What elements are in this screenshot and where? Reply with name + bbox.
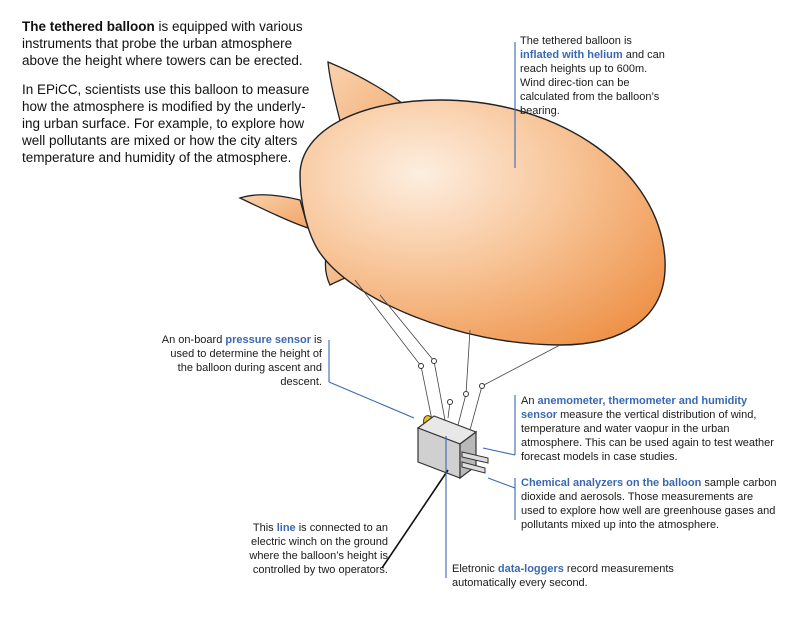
helium-post: and can reach heights up to 600m. Wind d… — [520, 49, 665, 117]
line-pre: This — [252, 522, 277, 534]
helium-highlight: inflated with helium — [520, 49, 623, 61]
anemometer-post: measure the vertical distribution of win… — [521, 409, 774, 463]
line-highlight: line — [276, 522, 296, 534]
intro-text: The tethered balloon is equipped with va… — [22, 18, 322, 178]
pressure-highlight: pressure sensor — [225, 334, 311, 346]
intro-paragraph-2: In EPiCC, scientists use this balloon to… — [22, 82, 310, 165]
line-post: is connected to an electric winch on the… — [249, 522, 388, 576]
intro-title: The tethered balloon — [22, 19, 155, 34]
loggers-pre: Eletronic — [452, 563, 498, 575]
balloon-left-fin — [238, 194, 309, 230]
leader-lines — [328, 42, 516, 578]
helium-pre: The tethered balloon is — [520, 35, 632, 47]
anemometer-highlight: anemometer, thermometer and humidity sen… — [521, 395, 748, 421]
tether-lines — [354, 279, 561, 431]
pressure-pre: An on-board — [161, 334, 226, 346]
loggers-highlight: data-loggers — [497, 563, 564, 575]
anemometer-note: An anemometer, thermometer and humidity … — [521, 394, 776, 464]
pressure-note: An on-board pressure sensor is used to d… — [160, 333, 322, 389]
pressure-post: is used to determine the height of the b… — [170, 334, 322, 388]
chemical-analyzer-tubes — [461, 451, 489, 474]
loggers-note: Eletronic data-loggers record measuremen… — [452, 562, 732, 590]
intro-p1-text: is equipped with various instruments tha… — [22, 19, 303, 68]
chemical-post: sample carbon dioxide and aerosols. Thos… — [521, 477, 777, 531]
instrument-box — [416, 415, 478, 480]
line-note: This line is connected to an electric wi… — [248, 521, 388, 577]
anemometer-pre: An — [521, 395, 538, 407]
loggers-post: record measurements automatically every … — [452, 563, 674, 589]
helium-note: The tethered balloon is inflated with he… — [520, 34, 670, 118]
chemical-note: Chemical analyzers on the balloon sample… — [521, 476, 779, 532]
balloon-body — [299, 99, 666, 346]
ground-line — [381, 469, 449, 569]
chemical-highlight: Chemical analyzers on the balloon — [521, 477, 702, 489]
intro-paragraph-1: The tethered balloon is equipped with va… — [22, 18, 322, 69]
